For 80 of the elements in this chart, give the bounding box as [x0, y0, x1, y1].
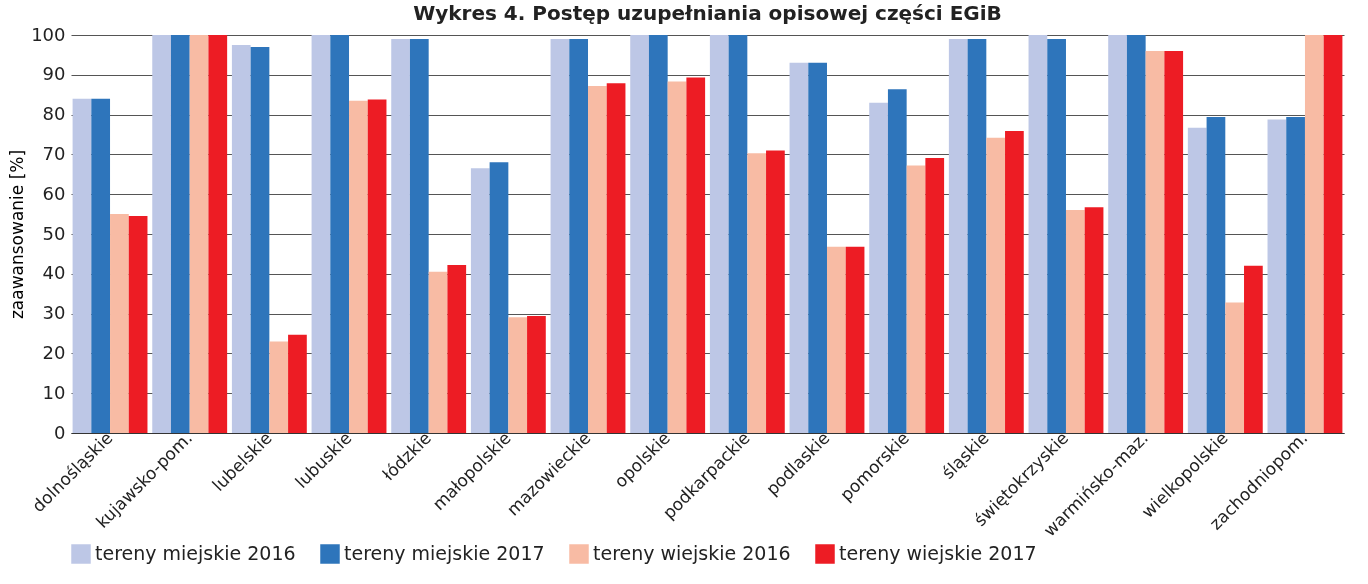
bar	[686, 77, 706, 433]
bar	[1084, 207, 1104, 433]
bar	[845, 246, 865, 433]
bar	[152, 35, 171, 433]
bar	[1047, 38, 1066, 433]
bar	[231, 44, 251, 433]
legend-label: tereny wiejskie 2017	[839, 542, 1037, 564]
y-tick-label: 100	[31, 23, 66, 45]
y-tick-label: 30	[42, 302, 66, 324]
bar	[128, 216, 148, 433]
bar	[367, 99, 387, 433]
bar	[391, 38, 410, 433]
bar	[208, 35, 228, 433]
bar	[527, 315, 546, 433]
bar	[630, 35, 649, 433]
bar	[887, 89, 907, 433]
y-tick-label: 80	[42, 103, 66, 125]
bar	[967, 38, 987, 433]
bar	[428, 271, 448, 433]
bar	[489, 162, 509, 433]
bar	[789, 62, 809, 433]
bar	[349, 100, 368, 433]
bar	[1108, 35, 1127, 433]
bar	[906, 165, 926, 433]
bar	[826, 246, 846, 433]
bar	[288, 334, 307, 433]
bar	[72, 98, 92, 433]
bar	[709, 35, 729, 433]
bar	[588, 85, 607, 433]
bar	[1005, 130, 1024, 433]
bar	[170, 35, 190, 433]
bar	[986, 137, 1006, 433]
bar	[1225, 302, 1245, 433]
bar	[1267, 119, 1287, 433]
bar	[1244, 265, 1263, 433]
chart-title: Wykres 4. Postęp uzupełniania opisowej części EGiB	[413, 1, 1002, 25]
bar	[550, 38, 570, 433]
bar	[1126, 35, 1146, 433]
bar	[447, 265, 467, 433]
bar	[1028, 35, 1048, 433]
bar	[925, 157, 945, 433]
bar	[1145, 50, 1165, 433]
legend-label: tereny wiejskie 2016	[593, 542, 791, 564]
y-tick-label: 50	[42, 222, 66, 244]
bar	[808, 62, 827, 433]
bar	[728, 35, 748, 433]
bar	[1286, 116, 1305, 433]
bar	[1187, 127, 1207, 433]
bar	[667, 81, 687, 433]
bar	[648, 35, 668, 433]
bar	[470, 168, 490, 433]
bar	[269, 341, 289, 433]
bar	[766, 150, 785, 433]
bar	[1065, 210, 1085, 433]
bar	[189, 35, 209, 433]
bar	[330, 35, 350, 433]
y-tick-label: 90	[42, 63, 66, 85]
y-axis-title: zaawansowanie [%]	[7, 149, 28, 320]
bar	[869, 102, 888, 433]
bar	[91, 98, 111, 433]
bar	[1323, 35, 1343, 433]
bar	[1304, 35, 1324, 433]
legend-label: tereny miejskie 2016	[95, 542, 296, 564]
y-tick-label: 70	[42, 142, 66, 164]
bar	[508, 317, 528, 433]
bar	[747, 153, 767, 433]
bar	[1164, 50, 1184, 433]
y-tick-label: 10	[42, 381, 66, 403]
legend-label: tereny miejskie 2017	[344, 542, 545, 564]
bar	[606, 83, 626, 433]
y-tick-label: 60	[42, 182, 66, 204]
bar	[250, 46, 270, 433]
bar	[409, 38, 429, 433]
bar	[1206, 116, 1226, 433]
y-tick-label: 40	[42, 262, 66, 284]
bar	[311, 35, 331, 433]
bar	[569, 38, 589, 433]
bar	[110, 214, 129, 433]
y-tick-label: 20	[42, 341, 66, 363]
bar	[948, 38, 968, 433]
